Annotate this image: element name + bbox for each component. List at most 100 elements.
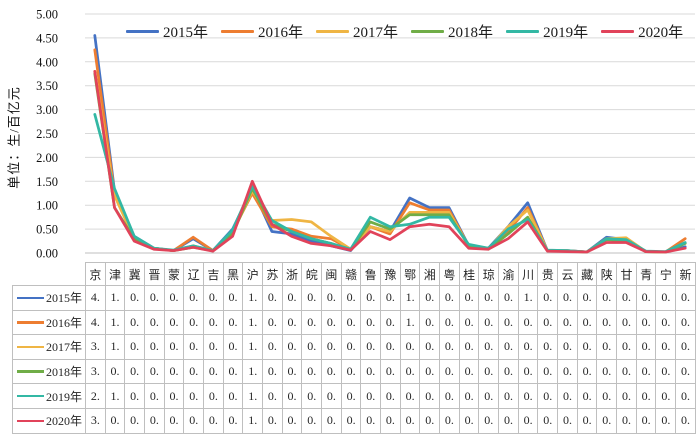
- table-cell: 0.: [458, 334, 480, 360]
- table-cell: 0.: [340, 383, 362, 409]
- chart-legend: 2015年 2016年 2017年 2018年 2019年 2020年: [126, 21, 683, 42]
- series-line-2015年: [93, 34, 687, 254]
- table-cell: 0.: [458, 383, 480, 409]
- table-cell: 0.: [262, 383, 283, 409]
- table-cell: 0.: [458, 358, 480, 385]
- table-cell: 0.: [340, 407, 362, 434]
- legend-label: 2017年: [353, 25, 399, 41]
- legend-item-2017年: 2017年: [316, 21, 398, 42]
- column-header-新: 新: [675, 262, 696, 286]
- table-cell: 0.: [163, 285, 185, 311]
- table-cell: 0.: [262, 309, 283, 336]
- table-cell: 0.: [478, 383, 500, 409]
- table-cell: 0.: [675, 285, 696, 311]
- table-cell: 1.: [242, 358, 264, 385]
- table-cell: 0.: [222, 309, 244, 336]
- table-cell: 0.: [458, 309, 480, 336]
- y-axis-tick-label: 3.00: [36, 103, 58, 117]
- table-cell: 0.: [537, 334, 559, 360]
- table-cell: 0.: [616, 334, 637, 360]
- table-cell: 0.: [557, 334, 578, 360]
- table-cell: 0.: [478, 334, 500, 360]
- table-cell: 0.: [104, 358, 126, 385]
- table-cell: 0.: [281, 407, 303, 434]
- table-cell: 0.: [498, 309, 519, 336]
- row-label-cell: 2020年: [12, 407, 86, 434]
- table-cell: 0.: [399, 383, 421, 409]
- table-cell: 0.: [596, 407, 618, 434]
- column-header-沪: 沪: [242, 262, 264, 286]
- table-cell: 0.: [340, 358, 362, 385]
- line-chart-plot: 5.00 4.50 4.00 3.50 3.00 2.50 2.00 1.50 1.00 0.50…: [36, 8, 695, 261]
- table-cell: 0.: [163, 383, 185, 409]
- table-cell: 0.: [655, 285, 677, 311]
- table-cell: 0.: [498, 383, 519, 409]
- table-cell: 0.: [301, 334, 323, 360]
- table-cell: 0.: [675, 309, 696, 336]
- table-cell: 0.: [439, 309, 460, 336]
- table-cell: 0.: [281, 358, 303, 385]
- table-cell: 4.: [85, 309, 106, 336]
- row-label-cell: 2019年: [12, 383, 86, 409]
- row-label-cell: 2018年: [12, 358, 86, 385]
- table-cell: 0.: [458, 407, 480, 434]
- table-cell: 0.: [635, 407, 657, 434]
- column-header-京: 京: [85, 262, 106, 286]
- table-cell: 0.: [183, 358, 205, 385]
- table-cell: 1.: [242, 383, 264, 409]
- table-cell: 0.: [635, 285, 657, 311]
- table-cell: 0.: [262, 358, 283, 385]
- column-header-黑: 黑: [222, 262, 244, 286]
- table-cell: 0.: [281, 285, 303, 311]
- table-cell: 0.: [360, 334, 382, 360]
- table-cell: 0.: [203, 334, 224, 360]
- table-header-row: 京津冀晋蒙辽吉黑沪苏浙皖闽赣鲁豫鄂湘粤桂琼渝川贵云藏陕甘青宁新: [12, 262, 696, 286]
- table-cell: 1.: [104, 309, 126, 336]
- table-cell: 0.: [596, 358, 618, 385]
- row-year-label: 2018年: [45, 365, 82, 380]
- column-header-闽: 闽: [321, 262, 342, 286]
- table-cell: 0.: [498, 358, 519, 385]
- column-header-贵: 贵: [537, 262, 559, 286]
- legend-label: 2016年: [258, 25, 304, 41]
- column-header-青: 青: [635, 262, 657, 286]
- table-cell: 0.: [635, 358, 657, 385]
- row-line-swatch: [17, 394, 44, 398]
- table-cell: 0.: [675, 407, 696, 434]
- table-cell: 0.: [399, 334, 421, 360]
- table-cell: 0.: [144, 383, 165, 409]
- column-header-赣: 赣: [340, 262, 362, 286]
- row-line-swatch: [17, 321, 44, 324]
- table-cell: 0.: [498, 334, 519, 360]
- table-cell: 0.: [262, 407, 283, 434]
- y-axis-tick-label: 1.00: [36, 199, 58, 213]
- table-cell: 0.: [124, 407, 146, 434]
- column-header-津: 津: [104, 262, 126, 286]
- table-cell: 1.: [242, 309, 264, 336]
- table-cell: 0.: [380, 309, 401, 336]
- table-cell: 0.: [281, 334, 303, 360]
- column-header-鲁: 鲁: [360, 262, 382, 286]
- table-cell: 0.: [537, 383, 559, 409]
- column-header-冀: 冀: [124, 262, 146, 286]
- column-header-川: 川: [517, 262, 539, 286]
- table-cell: 2.: [85, 383, 106, 409]
- row-label-cell: 2016年: [12, 309, 86, 336]
- table-cell: 0.: [498, 407, 519, 434]
- table-cell: 0.: [301, 358, 323, 385]
- table-cell: 0.: [222, 407, 244, 434]
- table-cell: 0.: [380, 334, 401, 360]
- table-cell: 0.: [635, 383, 657, 409]
- table-cell: 0.: [104, 407, 126, 434]
- table-cell: 0.: [340, 285, 362, 311]
- table-cell: 0.: [655, 334, 677, 360]
- table-cell: 0.: [380, 358, 401, 385]
- column-header-甘: 甘: [616, 262, 637, 286]
- table-cell: 0.: [321, 407, 342, 434]
- table-row-2020年: 2020年 3. 0. 0. 0. 0. 0. 0. 0. 1. 0. 0. 0. 0. 0. 0. 0. 0. 0…: [12, 407, 696, 434]
- table-cell: 0.: [203, 407, 224, 434]
- series-line-2016年: [93, 48, 687, 254]
- table-cell: 0.: [124, 383, 146, 409]
- legend-label: 2015年: [163, 25, 209, 41]
- table-cell: 0.: [203, 309, 224, 336]
